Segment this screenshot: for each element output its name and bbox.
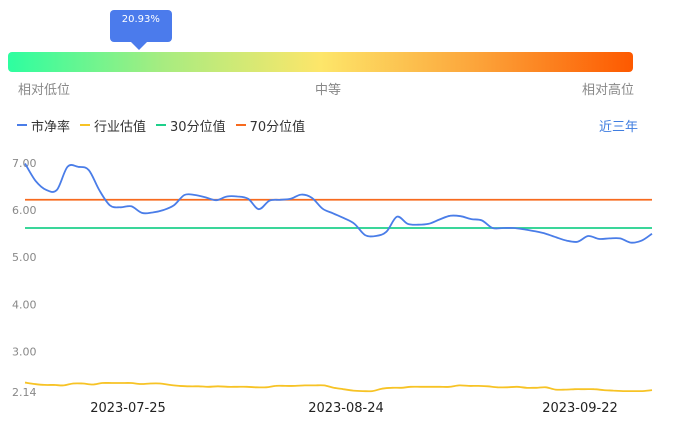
legend-label-pb: 市净率 <box>31 119 71 135</box>
range-selector-3y[interactable]: 近三年 <box>599 120 639 135</box>
legend-swatch-industry <box>80 124 91 126</box>
y-tick-label: 5.00 <box>12 251 37 264</box>
y-axis-ticks: 2.14 3.00 4.00 5.00 6.00 7.00 <box>12 157 37 399</box>
legend-item-p70[interactable]: 70分位值 <box>235 116 306 135</box>
valuation-gauge: 20.93% 相对低位 中等 相对高位 <box>0 0 686 100</box>
x-tick-label: 2023-07-25 <box>90 401 166 416</box>
y-tick-label: 6.00 <box>12 204 37 217</box>
legend-item-pb[interactable]: 市净率 <box>17 116 71 135</box>
y-tick-label: 7.00 <box>12 157 37 170</box>
series-industry-line <box>24 381 653 393</box>
percentile-tooltip: 20.93% <box>109 10 172 50</box>
high-label: 相对高位 <box>582 83 635 98</box>
mid-label: 中等 <box>315 83 342 98</box>
x-tick-label: 2023-08-24 <box>308 401 384 416</box>
legend-label-industry: 行业估值 <box>94 119 147 135</box>
legend-swatch-p30 <box>156 124 167 126</box>
y-tick-label: 3.00 <box>12 345 37 358</box>
valuation-line-chart: 2.143.004.005.006.007.00 2023-07-25 2023-… <box>12 157 653 416</box>
valuation-gradient-bar <box>8 52 633 72</box>
tooltip-pointer <box>130 42 147 50</box>
legend-item-p30[interactable]: 30分位值 <box>156 116 226 135</box>
y-tick-label: 2.14 <box>12 386 37 399</box>
x-tick-label: 2023-09-22 <box>542 401 618 416</box>
legend-label-p70: 70分位值 <box>249 119 306 135</box>
chart-series <box>24 163 653 393</box>
legend-swatch-pb <box>17 124 27 126</box>
percentile-value: 20.93% <box>121 14 160 25</box>
legend-label-p30: 30分位值 <box>170 119 226 135</box>
x-axis-ticks: 2023-07-25 2023-08-24 2023-09-22 <box>90 401 618 416</box>
series-pb-line <box>24 163 653 244</box>
low-label: 相对低位 <box>18 83 71 98</box>
chart-legend: 市净率 行业估值 30分位值 70分位值 <box>17 116 306 135</box>
y-tick-label: 4.00 <box>12 298 37 311</box>
legend-swatch-p70 <box>235 124 246 126</box>
legend-item-industry[interactable]: 行业估值 <box>80 116 147 135</box>
